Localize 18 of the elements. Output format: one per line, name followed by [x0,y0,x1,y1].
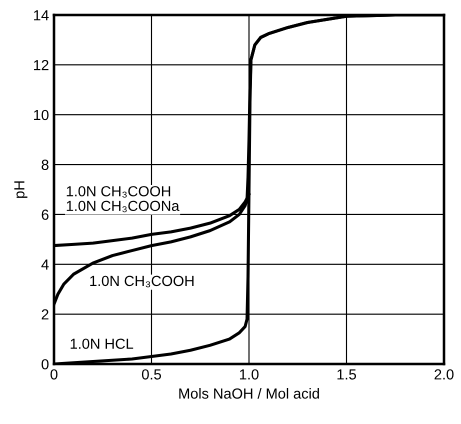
series-label: 1.0N CH₃COOH 1.0N CH₃COONa [66,186,180,212]
y-tick-label: 2 [42,309,48,320]
x-tick-label: 1.0 [240,369,259,380]
x-tick-label: 1.5 [337,369,356,380]
x-tick-label: 0.5 [142,369,162,380]
x-tick-label: 0 [50,369,58,380]
x-axis-title: Mols NaOH / Mol acid [179,388,319,399]
y-tick-label: 0 [42,359,49,370]
y-tick-label: 8 [42,160,49,170]
series-label: 1.0N HCL [70,338,134,349]
series-label: 1.0N CH₃COOH [90,276,194,288]
x-tick-label: 2.0 [434,369,454,380]
y-tick-label: 12 [34,60,48,70]
y-tick-label: 14 [34,10,49,20]
y-tick-label: 4 [41,260,49,270]
y-tick-label: 6 [42,210,48,220]
y-axis-title: pH [14,181,28,198]
y-tick-label: 10 [34,110,49,120]
